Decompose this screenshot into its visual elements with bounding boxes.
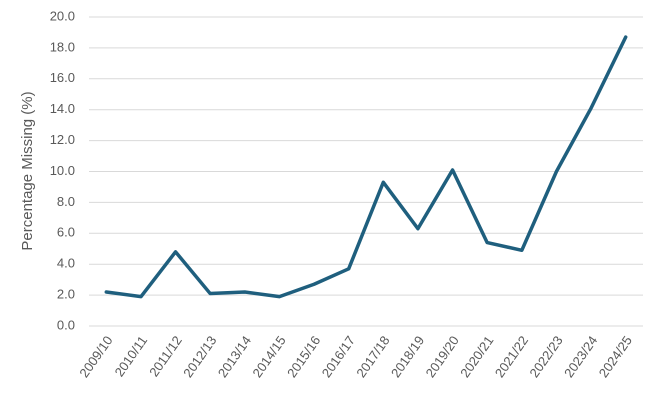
y-tick-label: 2.0 xyxy=(57,287,75,302)
x-tick-label: 2016/17 xyxy=(319,333,358,380)
x-tick-label: 2020/21 xyxy=(457,333,496,380)
data-line xyxy=(104,35,628,299)
y-tick-label: 14.0 xyxy=(50,101,75,116)
y-tick-label: 8.0 xyxy=(57,194,75,209)
x-tick-label: 2018/19 xyxy=(388,333,427,380)
y-tick-label: 6.0 xyxy=(57,225,75,240)
y-tick-label: 18.0 xyxy=(50,39,75,54)
x-tick-label: 2014/15 xyxy=(249,333,288,380)
x-tick-label: 2024/25 xyxy=(596,333,635,380)
x-tick-label: 2023/24 xyxy=(561,333,600,380)
y-tick-label: 10.0 xyxy=(50,163,75,178)
x-tick-label: 2011/12 xyxy=(146,333,185,379)
y-tick-label: 16.0 xyxy=(50,70,75,85)
x-tick-label: 2015/16 xyxy=(284,333,323,380)
y-axis-label: Percentage Missing (%) xyxy=(19,91,36,250)
x-tick-label: 2019/20 xyxy=(423,333,462,380)
y-tick-label: 4.0 xyxy=(57,256,75,271)
y-tick-label: 0.0 xyxy=(57,317,75,332)
x-tick-label: 2012/13 xyxy=(180,333,219,380)
x-tick-label: 2013/14 xyxy=(215,333,254,380)
y-tick-label: 12.0 xyxy=(50,132,75,147)
x-tick-label: 2017/18 xyxy=(353,333,392,380)
y-tick-label: 20.0 xyxy=(50,8,75,23)
x-tick-label: 2010/11 xyxy=(112,333,151,379)
x-tick-label: 2009/10 xyxy=(76,333,115,380)
x-tick-label: 2022/23 xyxy=(526,333,565,380)
x-tick-label: 2021/22 xyxy=(492,333,531,380)
